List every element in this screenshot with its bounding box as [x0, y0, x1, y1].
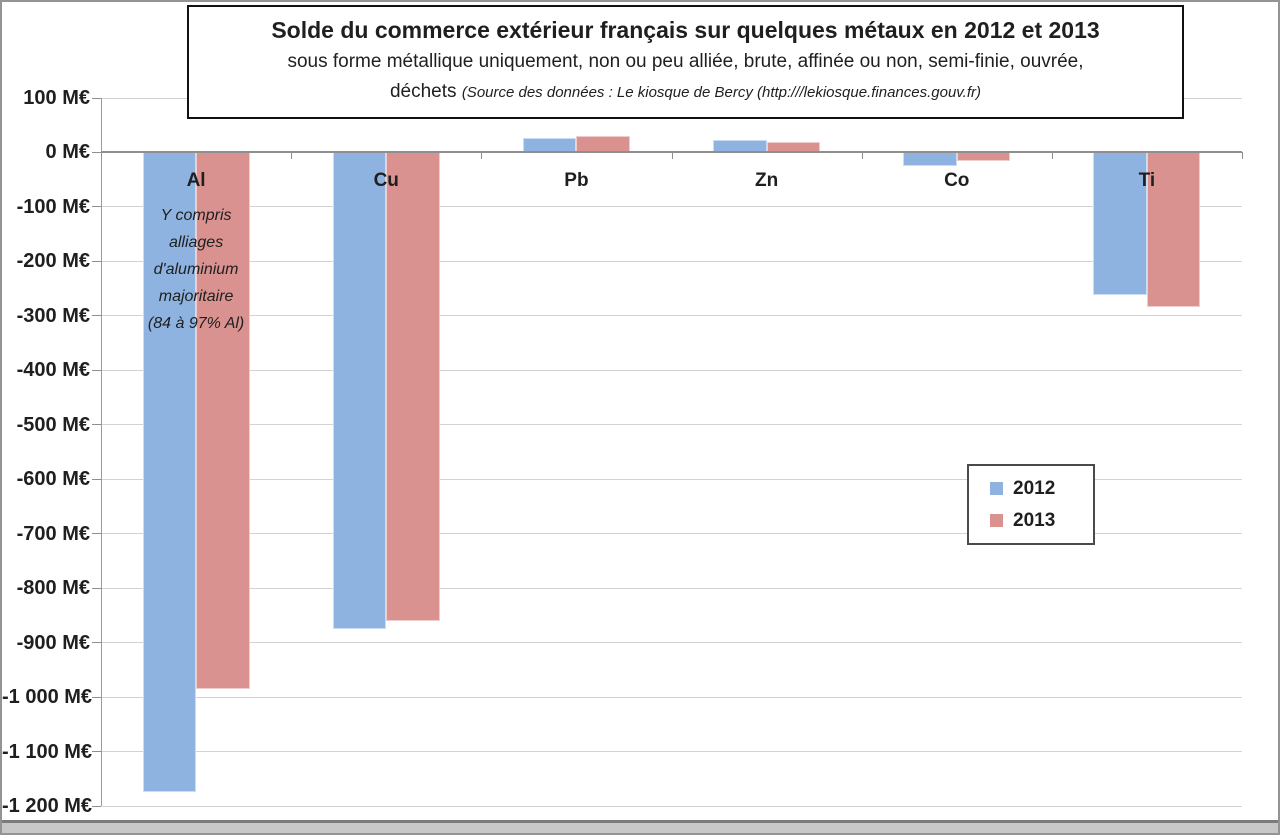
y-axis-label: -600 M€	[16, 468, 90, 491]
bar-2012-co	[903, 152, 957, 167]
y-axis-tick	[92, 206, 101, 208]
category-label-zn: Zn	[754, 170, 779, 191]
legend-item-2012: 2012	[990, 479, 1093, 498]
y-axis-label: -800 M€	[16, 577, 90, 600]
gridline--300	[101, 315, 1242, 317]
legend-swatch-2013	[990, 514, 1003, 527]
y-axis-label: -500 M€	[16, 413, 90, 436]
legend-swatch-2012	[990, 482, 1003, 495]
annotation-line: majoritaire	[158, 288, 234, 305]
y-axis-label: 0 M€	[45, 141, 90, 164]
x-axis-tick	[481, 152, 483, 160]
annotation-al: Y compris alliages d'aluminium majoritaire (…	[121, 202, 271, 337]
legend-label-2013: 2013	[1013, 510, 1056, 531]
bar-2013-pb	[576, 136, 630, 153]
legend: 2012 2013	[967, 464, 1095, 545]
y-axis-tick	[92, 478, 101, 480]
source-note: (Source des données : Le kiosque de Berc…	[461, 84, 981, 101]
bar-2012-ti	[1093, 152, 1147, 296]
y-axis-line	[101, 98, 102, 806]
y-axis-label: -1 000 M€	[2, 686, 93, 709]
category-label-cu: Cu	[373, 170, 399, 191]
chart-title-box: Solde du commerce extérieur français sur…	[187, 5, 1184, 119]
bar-2012-cu	[332, 152, 387, 629]
y-axis-tick	[92, 315, 101, 317]
chart-title: Solde du commerce extérieur français sur…	[271, 17, 1100, 43]
y-axis-tick	[92, 151, 101, 153]
y-axis-tick	[92, 751, 101, 753]
y-axis-tick	[92, 260, 101, 262]
y-axis-tick	[92, 805, 101, 807]
bar-2012-al	[142, 152, 197, 793]
gridline--500	[101, 424, 1242, 426]
legend-item-2013: 2013	[990, 511, 1093, 530]
x-axis-tick	[1051, 152, 1053, 160]
bottom-edge-strip	[2, 820, 1278, 833]
y-axis-label: -400 M€	[16, 359, 90, 382]
y-axis-tick	[92, 369, 101, 371]
chart-subtitle-block: sous forme métallique uniquement, non ou…	[271, 47, 1101, 108]
y-axis-label: -100 M€	[16, 195, 90, 218]
category-label-co: Co	[944, 170, 970, 191]
chart-subtitle: sous forme métallique uniquement, non ou…	[287, 51, 1084, 102]
y-axis-label: -1 100 M€	[2, 740, 93, 763]
annotation-line: alliages	[168, 234, 224, 251]
gridline--800	[101, 587, 1242, 589]
y-axis-tick	[92, 97, 101, 99]
gridline--200	[101, 260, 1242, 262]
category-label-al: Al	[186, 170, 206, 191]
y-axis-label: -300 M€	[16, 304, 90, 327]
gridline--1200	[101, 805, 1242, 807]
x-axis-tick	[101, 152, 102, 160]
bar-2013-ti	[1146, 152, 1201, 307]
y-axis-tick	[92, 424, 101, 426]
gridline--600	[101, 478, 1242, 480]
gridline--100	[101, 206, 1242, 208]
category-label-pb: Pb	[564, 170, 589, 191]
y-axis-label: -1 200 M€	[2, 795, 93, 817]
gridline--700	[101, 533, 1242, 535]
bar-2012-pb	[522, 137, 577, 153]
annotation-line: Y compris	[160, 207, 232, 224]
bar-2013-cu	[386, 152, 440, 621]
y-axis-tick	[92, 642, 101, 644]
x-axis-tick	[1242, 152, 1243, 160]
y-axis-label: -900 M€	[16, 631, 90, 654]
bar-2013-al	[196, 152, 250, 689]
gridline--1100	[101, 751, 1242, 753]
bar-2013-co	[956, 152, 1011, 161]
x-axis-tick	[671, 152, 673, 160]
gridline--900	[101, 642, 1242, 644]
y-axis-tick	[92, 587, 101, 589]
category-label-ti: Ti	[1138, 170, 1156, 191]
gridline--1000	[101, 696, 1242, 698]
y-axis-label: -700 M€	[16, 522, 90, 545]
annotation-line: (84 à 97% Al)	[147, 315, 245, 332]
legend-label-2012: 2012	[1013, 478, 1056, 499]
y-axis-label: 100 M€	[23, 87, 90, 109]
y-axis-label: -200 M€	[16, 250, 90, 273]
y-axis-tick	[92, 533, 101, 535]
y-axis-tick	[92, 696, 101, 698]
annotation-line: d'aluminium	[153, 261, 239, 278]
gridline--400	[101, 369, 1242, 371]
x-axis-tick	[861, 152, 863, 160]
x-axis-tick	[291, 152, 293, 160]
